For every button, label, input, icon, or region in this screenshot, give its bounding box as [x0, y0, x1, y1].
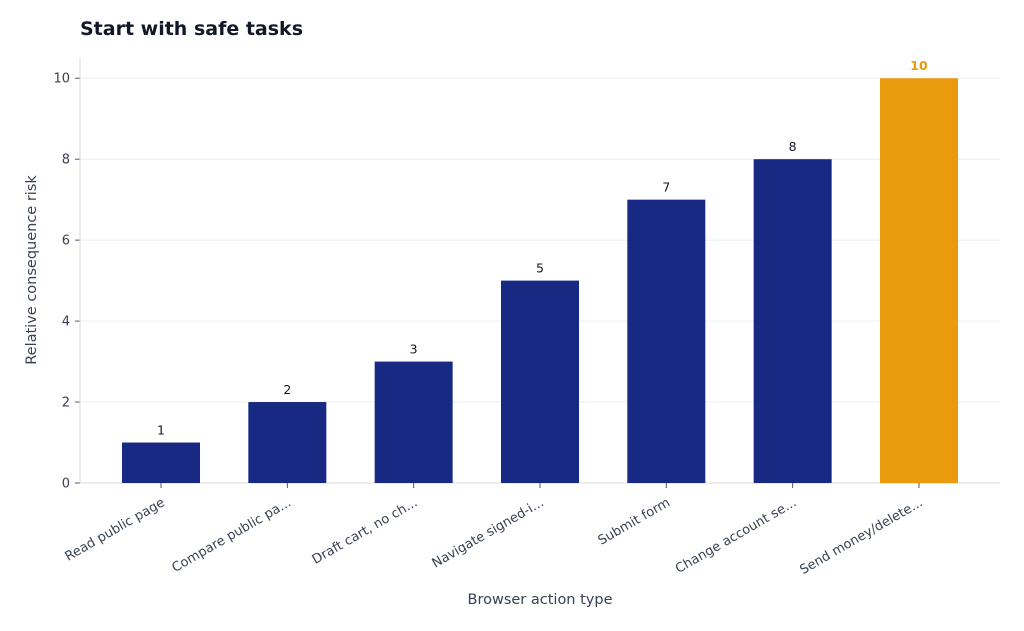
data-label: 1 [157, 423, 165, 438]
bar-layer [122, 78, 958, 483]
x-axis-title: Browser action type [468, 592, 613, 608]
y-tick-label: 10 [53, 72, 70, 87]
chart-title: Start with safe tasks [80, 18, 303, 40]
x-tick-label: Submit form [596, 495, 673, 548]
x-tick-label: Send money/delete... [798, 495, 926, 578]
bar [374, 361, 453, 483]
data-label: 3 [410, 342, 418, 357]
data-label: 2 [283, 382, 291, 397]
label-layer: 1 2 3 5 7 8 10 [157, 58, 928, 437]
data-label: 8 [789, 139, 797, 154]
data-label: 10 [910, 58, 928, 73]
y-tick-label: 8 [62, 153, 70, 168]
data-label: 7 [662, 180, 670, 195]
bar [753, 159, 832, 483]
data-label: 5 [536, 261, 544, 276]
x-tick-label: Read public page [63, 495, 168, 564]
y-tick-label: 2 [62, 396, 70, 411]
bar [879, 78, 958, 483]
bar [248, 402, 327, 483]
x-tick-label: Change account se... [673, 495, 799, 576]
y-tick-label: 6 [62, 234, 70, 249]
bar [500, 280, 579, 483]
bar [627, 199, 706, 483]
x-tick-label: Compare public pa... [169, 495, 293, 575]
y-tick-label: 4 [62, 315, 70, 330]
y-axis-title: Relative consequence risk [24, 175, 40, 365]
y-tick-label: 0 [62, 477, 70, 492]
x-tick-label: Navigate signed-i... [430, 495, 547, 571]
bar [122, 442, 200, 483]
x-tick-label: Draft cart, no ch... [310, 495, 420, 567]
